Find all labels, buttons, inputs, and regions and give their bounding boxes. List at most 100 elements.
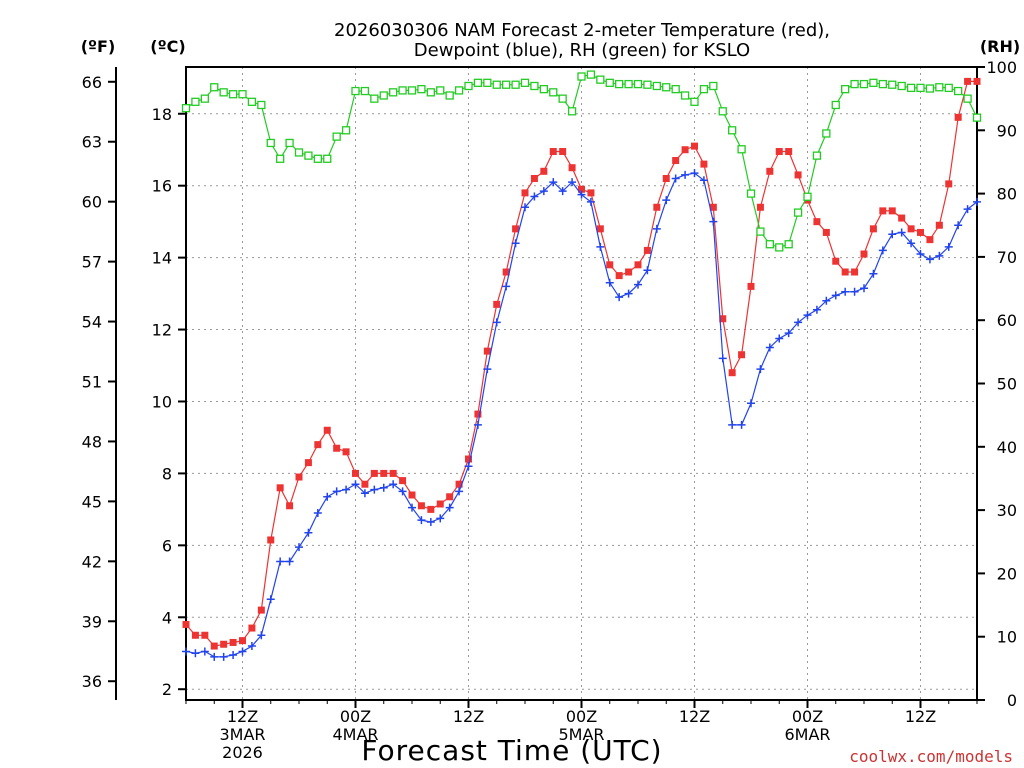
temperature-point: [917, 228, 924, 236]
x-tick-label: 00Z: [792, 707, 823, 726]
temperature-point: [304, 459, 312, 467]
dewpoint-point: [737, 420, 746, 429]
temperature-point: [926, 236, 934, 244]
dewpoint-point: [304, 528, 313, 537]
rh-point: [718, 107, 727, 116]
temperature-point: [257, 606, 265, 614]
x-tick-label: 4MAR: [332, 725, 378, 744]
temperature-point: [691, 142, 698, 150]
rh-point: [652, 81, 661, 91]
rh-point: [567, 107, 577, 116]
rh-point: [812, 151, 822, 160]
plot-frame: [185, 66, 978, 701]
celsius-tick-label: 10: [152, 392, 172, 411]
rh-point: [869, 78, 878, 87]
dewpoint-point: [586, 197, 595, 206]
rh-point: [436, 86, 445, 95]
dewpoint-point: [511, 239, 520, 248]
rh-point: [294, 148, 304, 157]
chart-title-line1: 2026030306 NAM Forecast 2-meter Temperat…: [334, 20, 830, 41]
dewpoint-point: [351, 480, 360, 489]
rh-point: [426, 88, 435, 97]
x-tick-label: 12Z: [679, 707, 710, 726]
rh-point: [784, 240, 793, 249]
dewpoint-point: [323, 492, 332, 501]
fahrenheit-tick-label: 63: [82, 133, 102, 152]
rh-point: [633, 79, 643, 89]
rh-point: [539, 85, 548, 94]
temperature-point: [785, 148, 793, 156]
rh-point: [709, 81, 718, 91]
celsius-tick-label: 4: [162, 608, 172, 627]
dewpoint-point: [860, 284, 868, 293]
temperature-point: [427, 505, 435, 513]
dewpoint-point: [765, 343, 774, 352]
dewpoint-point: [925, 255, 934, 264]
temperature-point: [512, 225, 520, 233]
dewpoint-point: [247, 642, 256, 651]
fahrenheit-tick-label: 45: [82, 492, 102, 511]
dewpoint-point: [455, 487, 464, 496]
temperature-line: [185, 80, 977, 647]
dewpoint-point: [822, 296, 831, 305]
temperature-point: [399, 477, 407, 485]
dewpoint-point: [266, 595, 275, 604]
temperature-point: [549, 148, 557, 156]
dewpoint-point: [963, 205, 972, 214]
temperature-point: [615, 272, 623, 280]
temperature-point: [728, 369, 736, 377]
dewpoint-point: [681, 170, 690, 179]
temperature-point: [832, 257, 840, 265]
rh-point: [906, 83, 916, 93]
temperature-point: [596, 225, 604, 233]
rh-point: [841, 85, 850, 94]
dewpoint-point: [699, 176, 708, 185]
dewpoint-point: [831, 291, 840, 300]
rh-point: [586, 70, 596, 79]
temperature-point: [860, 250, 868, 258]
dewpoint-point: [210, 652, 219, 661]
dewpoint-point: [803, 311, 812, 320]
rh-tick-label: 30: [997, 501, 1017, 520]
temperature-point: [201, 631, 209, 639]
fahrenheit-tick-label: 57: [82, 253, 102, 272]
rh-point: [181, 103, 191, 113]
rh-point: [313, 154, 322, 163]
temperature-point: [474, 410, 482, 418]
rh-point: [963, 94, 972, 103]
celsius-tick-label: 2: [162, 680, 172, 699]
temperature-point: [483, 347, 491, 355]
rh-point: [605, 78, 614, 87]
rh-point: [257, 100, 266, 110]
temperature-point: [530, 174, 538, 182]
temperature-point: [813, 218, 821, 226]
dewpoint-point: [332, 487, 341, 496]
temperature-point: [672, 157, 680, 165]
rh-point: [888, 80, 897, 89]
dewpoint-point: [238, 647, 247, 656]
temperature-point: [521, 189, 529, 197]
data-series: [181, 70, 982, 661]
rh-point: [266, 138, 275, 148]
dewpoint-point: [191, 649, 200, 658]
dewpoint-point: [219, 652, 228, 661]
rh-point: [944, 83, 953, 93]
x-tick-label: 6MAR: [784, 725, 830, 744]
dewpoint-point: [973, 197, 981, 206]
temperature-point: [907, 225, 915, 233]
temperature-point: [888, 207, 896, 215]
temperature-point: [455, 480, 463, 488]
temperature-point: [606, 261, 614, 269]
temperature-point: [879, 207, 887, 215]
dewpoint-point: [295, 543, 303, 552]
rh-point: [210, 83, 219, 92]
rh-point: [332, 132, 341, 141]
temperature-point: [973, 77, 981, 85]
dewpoint-point: [954, 221, 963, 230]
dewpoint-point: [379, 483, 388, 492]
rh-point: [454, 86, 464, 95]
rh-point: [549, 88, 558, 97]
dewpoint-point: [539, 187, 548, 196]
rh-point: [972, 113, 982, 122]
